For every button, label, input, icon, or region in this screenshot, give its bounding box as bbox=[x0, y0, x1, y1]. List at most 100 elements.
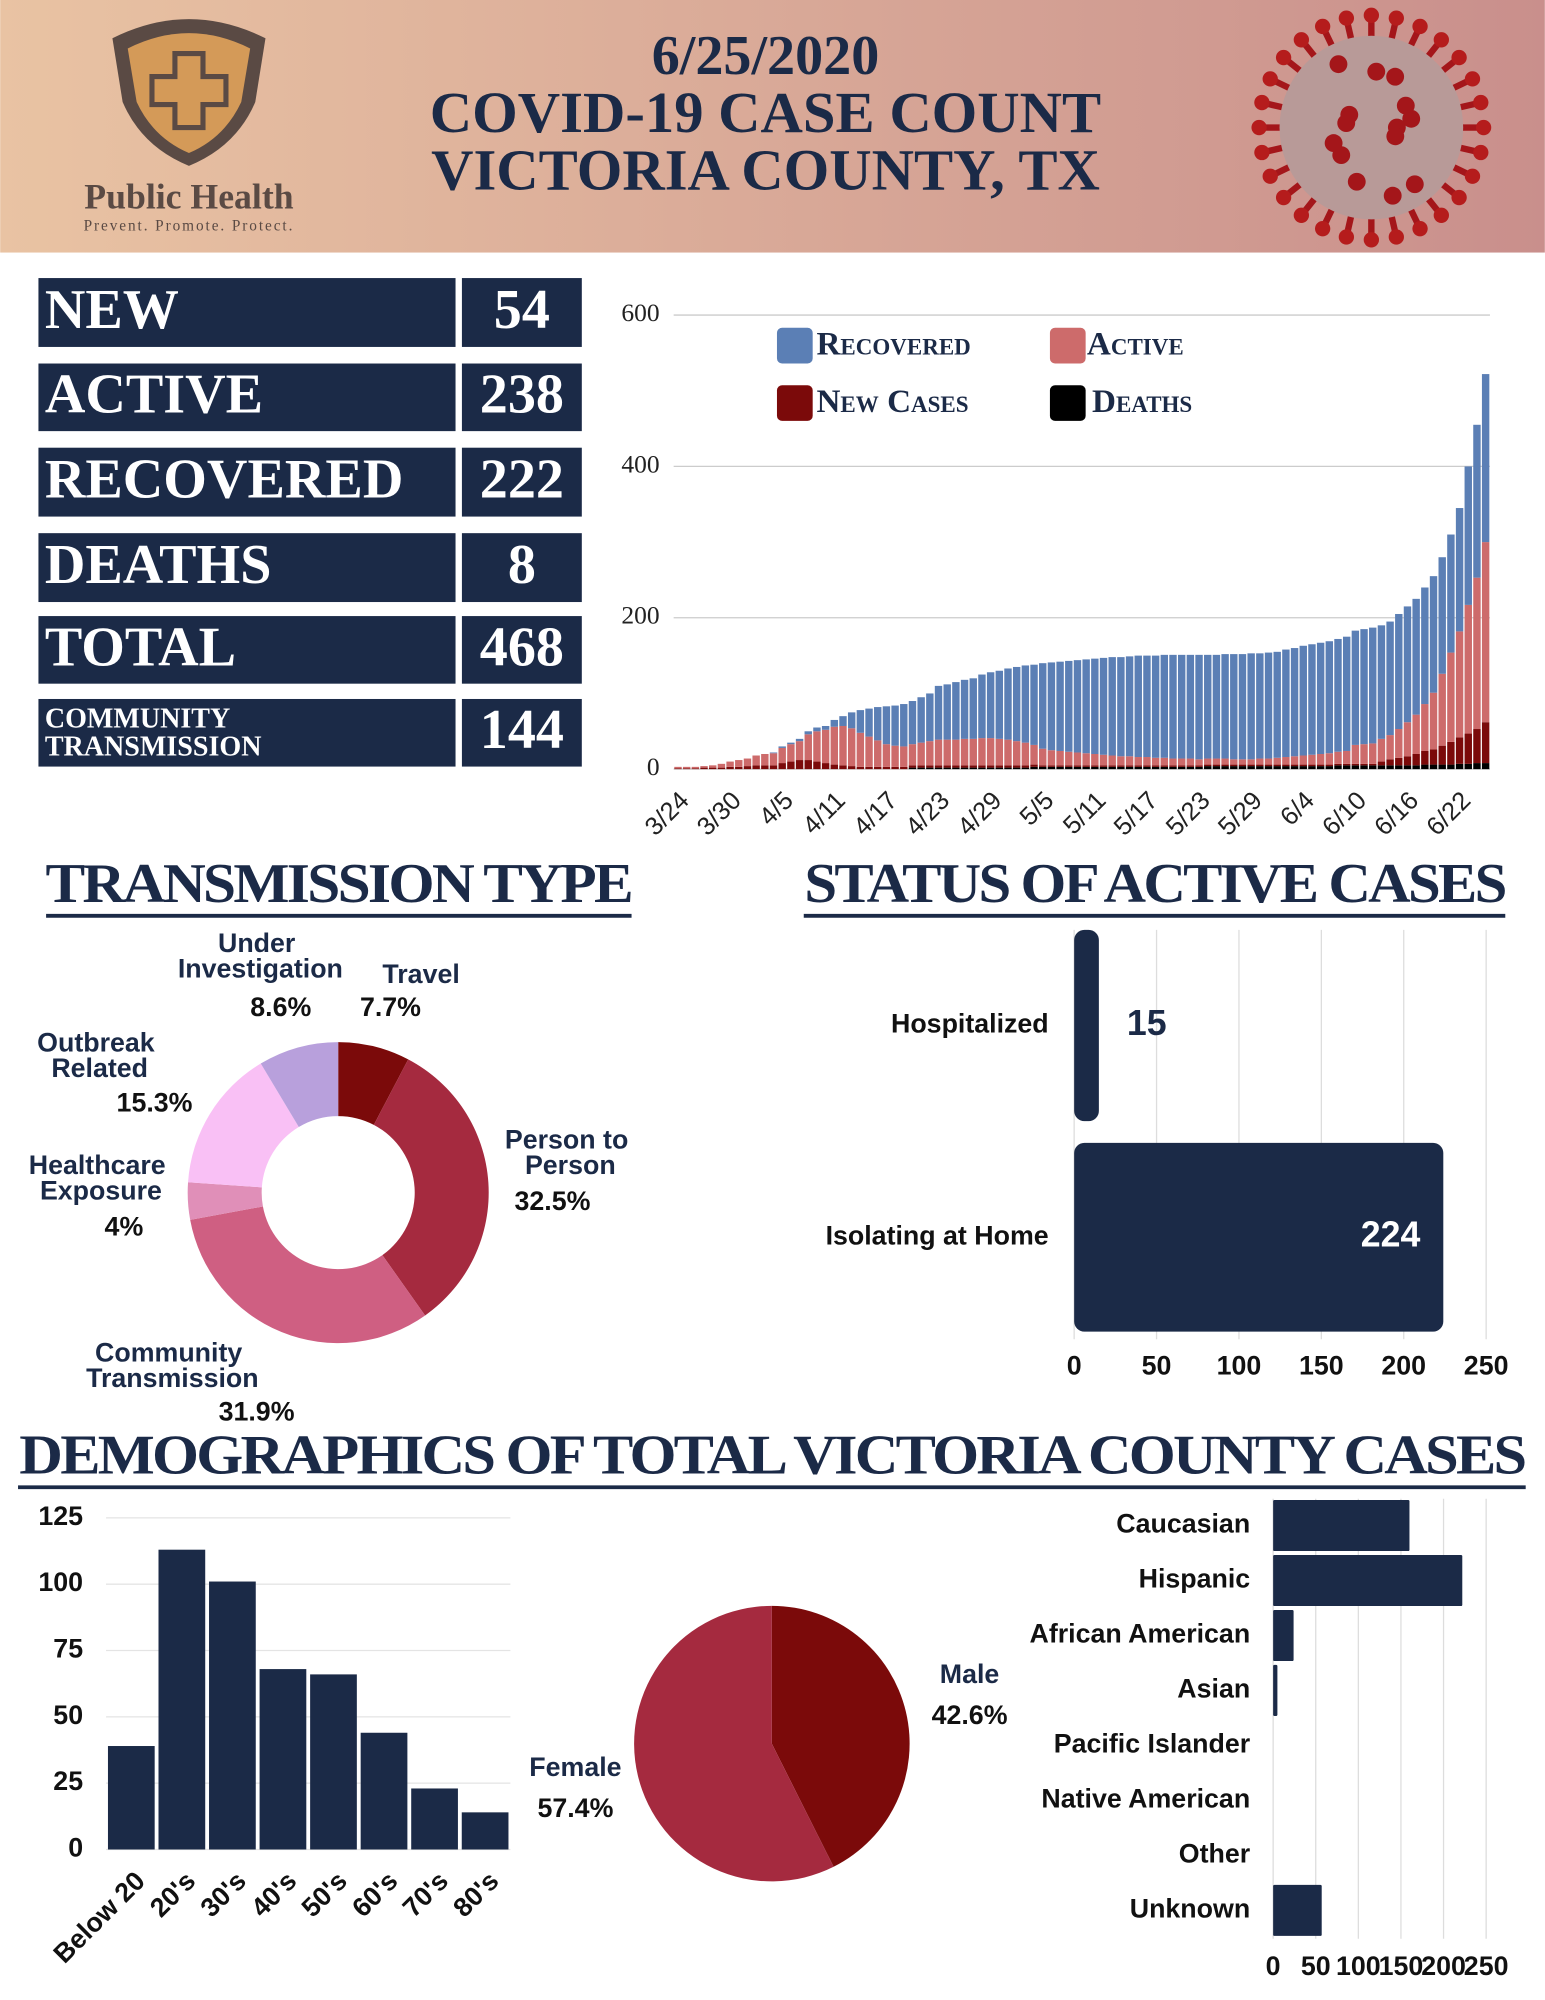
org-motto: Prevent. Promote. Protect. bbox=[84, 218, 295, 235]
bar-segment bbox=[1108, 766, 1116, 770]
slice-value-label: 8.6% bbox=[250, 992, 311, 1022]
bar-segment bbox=[1273, 764, 1281, 767]
bar-segment bbox=[1125, 656, 1134, 757]
bar-segment bbox=[674, 768, 682, 770]
bar-segment bbox=[1282, 764, 1290, 767]
virus-spike-tip bbox=[1451, 189, 1467, 206]
bar-segment bbox=[804, 734, 812, 761]
bar-segment bbox=[1342, 763, 1351, 766]
bar-segment bbox=[1004, 668, 1012, 740]
legend-label: Active bbox=[1087, 326, 1184, 363]
bar-segment bbox=[1247, 759, 1255, 765]
virus-spot bbox=[1329, 55, 1348, 74]
bar-segment bbox=[830, 726, 839, 765]
bar-segment bbox=[1143, 655, 1151, 758]
bar-segment bbox=[1091, 753, 1099, 766]
bar-segment bbox=[778, 763, 786, 770]
bar-segment bbox=[1177, 758, 1186, 766]
bar-segment bbox=[1282, 757, 1290, 765]
bar-segment bbox=[1421, 750, 1429, 765]
bar-segment bbox=[1204, 758, 1212, 765]
bar-segment bbox=[1039, 663, 1047, 749]
bar-segment bbox=[1325, 753, 1334, 765]
bar-segment bbox=[978, 767, 986, 770]
bar-segment bbox=[795, 760, 804, 770]
x-tick-label: 50 bbox=[1142, 1350, 1172, 1380]
bar-segment bbox=[1186, 758, 1195, 766]
bar-segment bbox=[1151, 765, 1160, 767]
slice bbox=[634, 1605, 834, 1882]
bar-segment bbox=[1073, 660, 1082, 753]
virus-spike-tip bbox=[1433, 32, 1449, 48]
bar-segment bbox=[700, 766, 708, 768]
stat-value: 144 bbox=[480, 699, 564, 761]
y-tick-label: 200 bbox=[621, 601, 659, 630]
legend-swatch bbox=[1049, 327, 1086, 364]
bar-segment bbox=[787, 742, 795, 745]
bar-segment bbox=[926, 741, 934, 766]
x-tick-label: 200 bbox=[1381, 1350, 1426, 1380]
bar-segment bbox=[1308, 754, 1316, 765]
x-tick-label: 5/17 bbox=[1109, 786, 1164, 841]
x-tick-label: 250 bbox=[1464, 1350, 1509, 1380]
bar-segment bbox=[1481, 763, 1490, 770]
virus-spike-tip bbox=[1254, 94, 1270, 111]
bar-segment bbox=[960, 767, 969, 770]
x-tick-label: 200 bbox=[1421, 1951, 1466, 1981]
slice-value-label: 4% bbox=[105, 1211, 144, 1241]
category-label: Other bbox=[1179, 1838, 1251, 1868]
virus-spike-tip bbox=[1451, 49, 1467, 66]
bar-segment bbox=[1360, 765, 1368, 770]
bar-segment bbox=[1108, 755, 1116, 766]
bar bbox=[360, 1732, 408, 1850]
bar-segment bbox=[908, 767, 917, 770]
section-titles: TRANSMISSION TYPE STATUS OF ACTIVE CASES D… bbox=[18, 853, 1527, 1490]
bar-segment bbox=[926, 693, 934, 742]
bar-segment bbox=[1221, 764, 1229, 767]
bar-segment bbox=[908, 765, 917, 768]
bar-segment bbox=[761, 753, 769, 766]
virus-spike-tip bbox=[1412, 18, 1428, 35]
bar-segment bbox=[969, 767, 977, 770]
bar-segment bbox=[769, 752, 778, 754]
virus-body bbox=[1279, 35, 1464, 220]
bar-segment bbox=[1230, 764, 1238, 767]
legend-label: Deaths bbox=[1092, 383, 1192, 420]
bar-segment bbox=[1247, 764, 1255, 767]
y-tick-label: 125 bbox=[38, 1501, 83, 1531]
bar-segment bbox=[1273, 651, 1281, 758]
stat-value: 222 bbox=[480, 449, 564, 511]
bar-segment bbox=[1377, 761, 1386, 766]
bar-segment bbox=[900, 704, 908, 747]
bar-segment bbox=[1464, 604, 1472, 734]
bar bbox=[461, 1812, 509, 1850]
x-tick-label: 70's bbox=[397, 1866, 454, 1923]
virus-spike-tip bbox=[1475, 119, 1492, 136]
y-tick-label: 600 bbox=[621, 298, 659, 327]
bar-segment bbox=[926, 767, 934, 770]
bar bbox=[1273, 1500, 1410, 1552]
bar-segment bbox=[1429, 576, 1438, 693]
x-tick-label: 5/23 bbox=[1161, 786, 1216, 841]
value-label: 224 bbox=[1361, 1215, 1421, 1255]
bar-segment bbox=[1073, 752, 1082, 766]
bar-segment bbox=[813, 761, 821, 770]
bar-segment bbox=[839, 725, 847, 766]
bar-segment bbox=[1004, 765, 1012, 768]
bar-segment bbox=[787, 761, 795, 770]
slice bbox=[187, 1182, 263, 1220]
virus-spike-tip bbox=[1293, 32, 1310, 48]
chart: Male 42.6% Female 57.4% bbox=[529, 1605, 1008, 1882]
bar-segment bbox=[1047, 662, 1056, 751]
y-tick-label: 75 bbox=[53, 1634, 83, 1664]
bar bbox=[259, 1669, 307, 1850]
virus-spike-tip bbox=[1388, 10, 1404, 26]
bar-segment bbox=[1177, 765, 1186, 767]
bar-segment bbox=[1099, 754, 1108, 766]
stat-label-box bbox=[38, 616, 456, 684]
slice bbox=[260, 1042, 339, 1127]
stat-label-box bbox=[38, 447, 456, 517]
bar-segment bbox=[1325, 764, 1334, 767]
bar-segment bbox=[1047, 766, 1056, 770]
